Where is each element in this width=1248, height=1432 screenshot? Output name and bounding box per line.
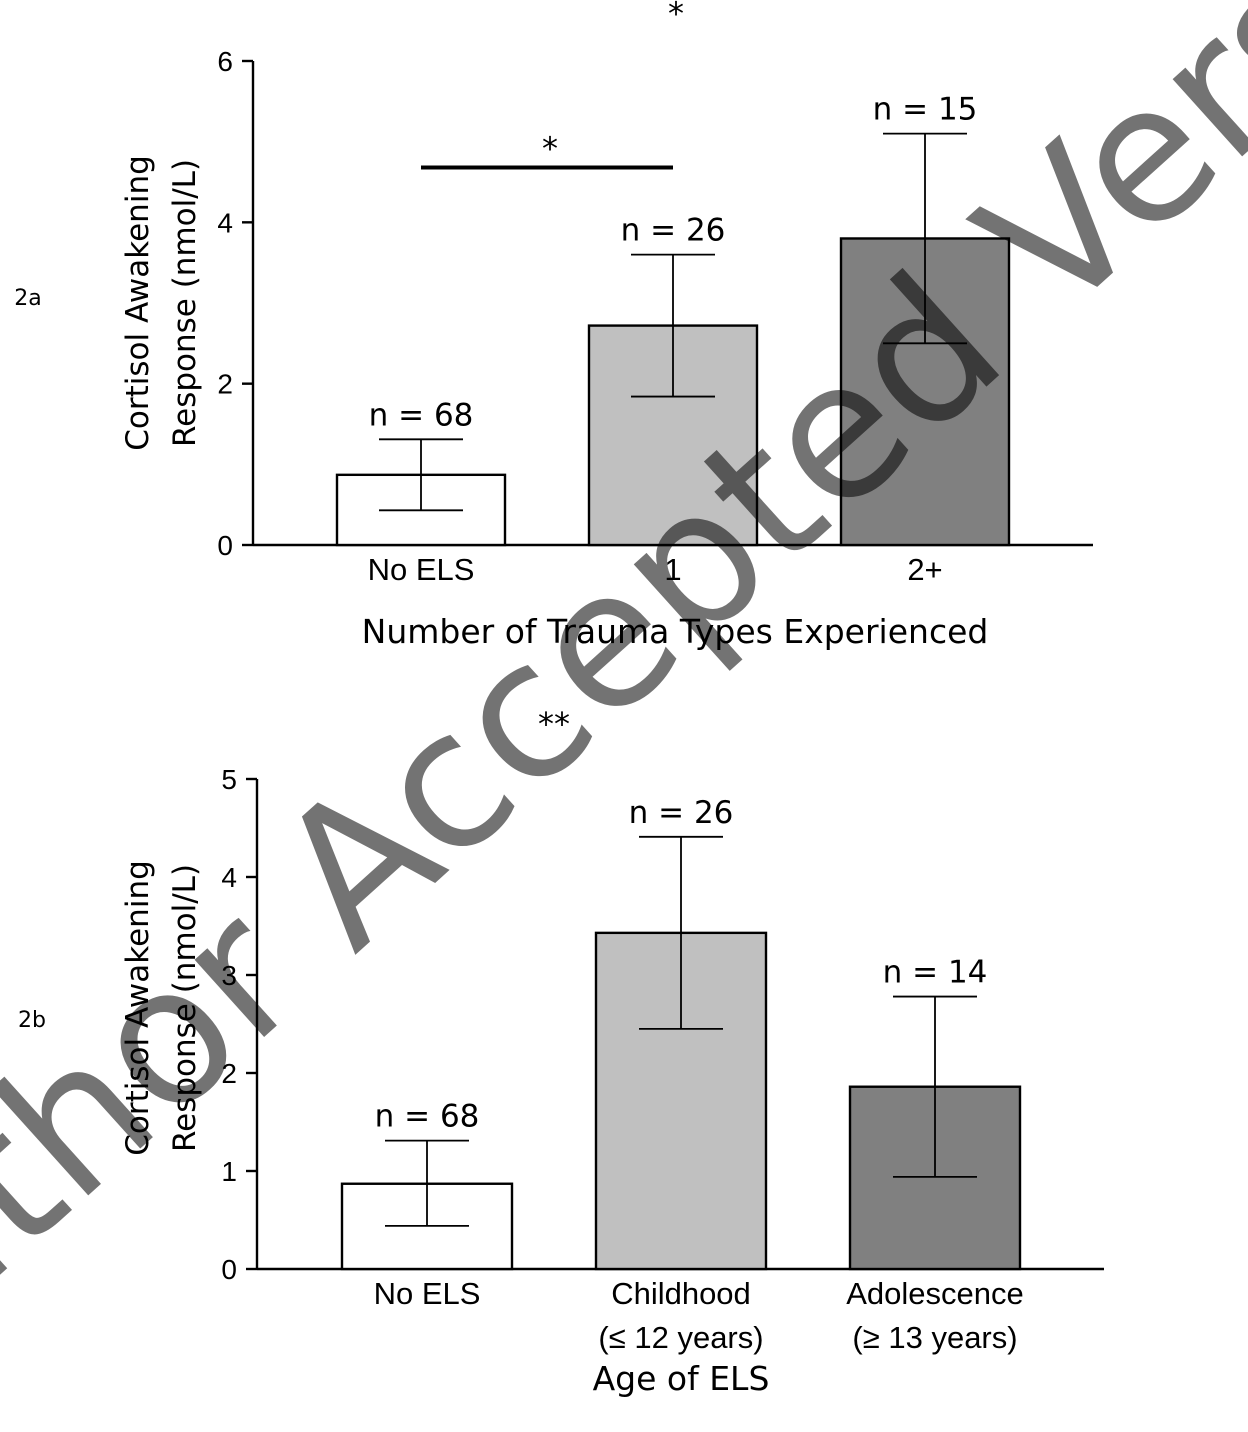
- y-tick-label: 5: [221, 764, 237, 795]
- x-tick-label: 1: [664, 552, 681, 587]
- x-tick-label: (≥ 13 years): [852, 1320, 1017, 1355]
- n-label: n = 26: [629, 795, 734, 831]
- y-tick-label: 4: [217, 207, 233, 238]
- x-tick-label: Adolescence: [846, 1276, 1024, 1311]
- y-tick-label: 0: [217, 530, 233, 561]
- n-label: n = 68: [375, 1099, 480, 1135]
- y-axis-label-line2: Response (nmol/L): [167, 864, 203, 1152]
- significance-label: *: [668, 0, 684, 33]
- x-tick-label: (≤ 12 years): [598, 1320, 763, 1355]
- significance-label: **: [538, 705, 570, 743]
- y-axis-label-line1: Cortisol Awakening: [120, 860, 156, 1156]
- x-axis-label: Age of ELS: [593, 1359, 770, 1398]
- chart-panel-2b: 2b 0 1 2 3 4 5 Cortisol Awakening Response (nmol…: [18, 705, 1104, 1398]
- y-tick-label: 6: [217, 46, 233, 77]
- chart-panel-2a: 2a 0 2 4 6 Cortisol Awakening Response (nmol/L…: [14, 0, 1093, 651]
- significance-label: *: [542, 129, 558, 167]
- x-tick-label: No ELS: [368, 552, 475, 587]
- y-axis-label-line1: Cortisol Awakening: [120, 155, 156, 451]
- panel-label: 2a: [14, 286, 41, 311]
- y-tick-label: 1: [221, 1156, 237, 1187]
- y-tick-label: 4: [221, 862, 237, 893]
- n-label: n = 26: [621, 213, 726, 249]
- n-label: n = 14: [883, 955, 988, 991]
- y-tick-label: 0: [221, 1254, 237, 1285]
- y-tick-label: 3: [221, 960, 237, 991]
- x-tick-label: No ELS: [374, 1276, 481, 1311]
- y-axis-label-line2: Response (nmol/L): [167, 159, 203, 447]
- panel-label: 2b: [18, 1008, 46, 1033]
- y-tick-label: 2: [221, 1058, 237, 1089]
- x-tick-label: 2+: [907, 552, 942, 587]
- x-axis-label: Number of Trauma Types Experienced: [362, 612, 989, 651]
- n-label: n = 15: [873, 92, 978, 128]
- n-label: n = 68: [369, 397, 474, 433]
- x-tick-label: Childhood: [611, 1276, 751, 1311]
- y-tick-label: 2: [217, 369, 233, 400]
